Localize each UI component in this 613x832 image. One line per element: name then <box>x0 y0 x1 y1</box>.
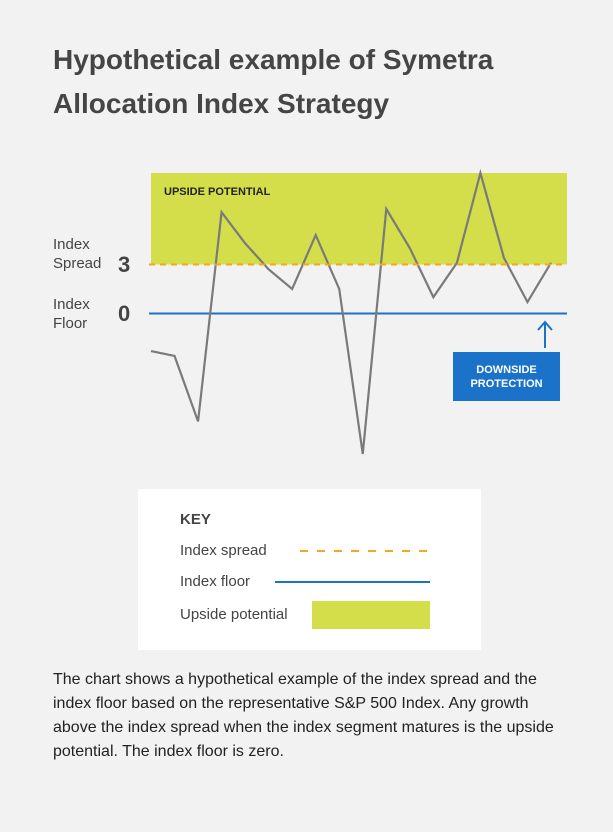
key-title: KEY <box>180 511 211 528</box>
floor-label: Index Floor <box>53 296 90 332</box>
key-item: Upside potential <box>180 606 288 623</box>
key-upside-swatch <box>312 601 430 629</box>
title: Hypothetical example of Symetra Allocati… <box>53 44 494 119</box>
arrow-head <box>537 320 553 331</box>
description: The chart shows a hypothetical example o… <box>53 671 554 760</box>
spread-label: Index Spread <box>53 236 102 272</box>
downside-label: DOWNSIDE PROTECTION <box>453 352 560 401</box>
spread-value: 3 <box>118 252 131 277</box>
key-item: Index spread <box>180 542 267 559</box>
key-item: Index floor <box>180 573 251 590</box>
index-line <box>150 168 552 455</box>
upside-label: UPSIDE POTENTIAL <box>164 186 271 198</box>
floor-value: 0 <box>118 301 131 326</box>
